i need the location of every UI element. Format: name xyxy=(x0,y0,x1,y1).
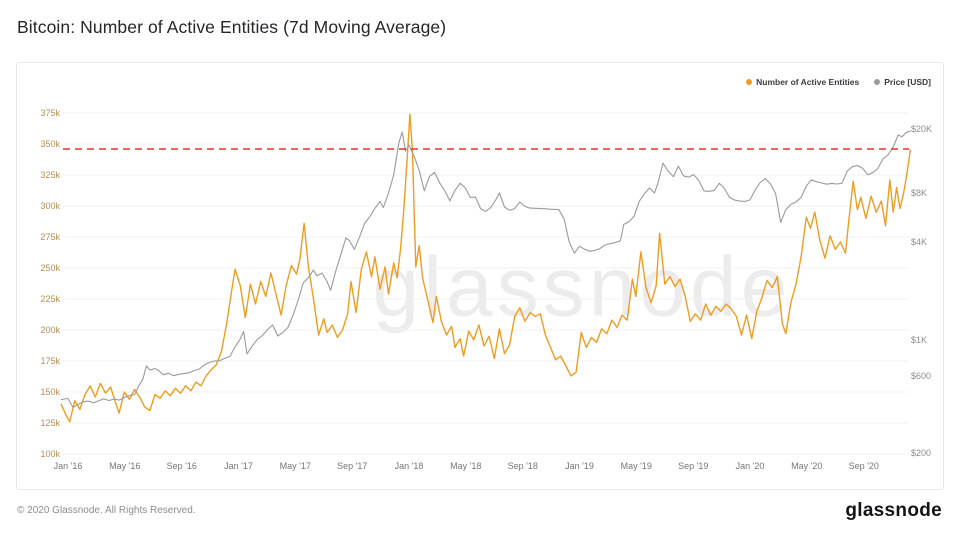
x-axis-tick-label: Sep '17 xyxy=(337,461,368,471)
copyright-text: © 2020 Glassnode. All Rights Reserved. xyxy=(17,505,196,516)
right-axis-tick-label: $4K xyxy=(911,237,928,248)
x-axis-tick-label: Sep '20 xyxy=(848,461,879,471)
x-axis-tick-label: Jan '16 xyxy=(53,461,83,471)
left-axis-tick-label: 350k xyxy=(40,139,60,149)
x-axis-tick-label: May '16 xyxy=(109,461,141,471)
series-line-price xyxy=(60,130,911,409)
x-axis-tick-label: May '18 xyxy=(450,461,482,471)
left-axis-tick-label: 250k xyxy=(40,263,60,273)
left-axis-tick-label: 175k xyxy=(40,356,60,366)
left-axis-tick-label: 125k xyxy=(40,418,60,428)
x-axis-tick-label: Sep '19 xyxy=(678,461,709,471)
legend-label-active-entities: Number of Active Entities xyxy=(756,77,860,87)
x-axis-tick-label: May '20 xyxy=(791,461,823,471)
legend-item-active-entities[interactable]: Number of Active Entities xyxy=(746,77,859,87)
left-axis-tick-label: 200k xyxy=(40,325,60,335)
right-axis-tick-label: $8K xyxy=(911,188,928,199)
left-axis-tick-label: 225k xyxy=(40,294,60,304)
right-axis-tick-label: $200 xyxy=(911,447,932,458)
left-axis-tick-label: 300k xyxy=(40,201,60,211)
x-axis-tick-label: Jan '19 xyxy=(565,461,594,471)
x-axis-tick-label: Jan '17 xyxy=(224,461,253,471)
chart-card: glassnode Number of Active Entities Pric… xyxy=(16,62,944,490)
right-axis-tick-label: $600 xyxy=(911,370,932,381)
x-axis-tick-label: Jan '18 xyxy=(394,461,424,471)
x-axis-tick-label: Sep '16 xyxy=(166,461,197,471)
left-axis-tick-label: 150k xyxy=(40,387,60,397)
glassnode-watermark: glassnode xyxy=(372,239,792,334)
line-chart-plot-area xyxy=(60,112,911,455)
left-axis-tick-label: 325k xyxy=(40,170,60,180)
x-axis-tick-label: Sep '18 xyxy=(507,461,538,471)
left-axis-tick-label: 375k xyxy=(40,108,60,118)
page-title: Bitcoin: Number of Active Entities (7d M… xyxy=(17,17,447,37)
entities-series-dot-icon xyxy=(746,79,753,85)
glassnode-logo: glassnode xyxy=(845,500,942,521)
left-axis-tick-label: 100k xyxy=(40,449,60,459)
right-axis-tick-label: $20K xyxy=(911,123,933,134)
chart-legend: Number of Active Entities Price [USD] xyxy=(746,77,931,87)
left-axis-tick-label: 275k xyxy=(40,232,60,242)
x-axis-tick-label: May '17 xyxy=(279,461,311,471)
x-axis-tick-label: May '19 xyxy=(620,461,652,471)
right-axis-tick-label: $1K xyxy=(911,334,928,345)
legend-label-price: Price [USD] xyxy=(884,77,931,87)
legend-item-price[interactable]: Price [USD] xyxy=(874,77,931,87)
series-line-active-entities xyxy=(60,113,911,423)
x-axis-tick-label: Jan '20 xyxy=(735,461,765,471)
price-series-dot-icon xyxy=(874,79,881,85)
